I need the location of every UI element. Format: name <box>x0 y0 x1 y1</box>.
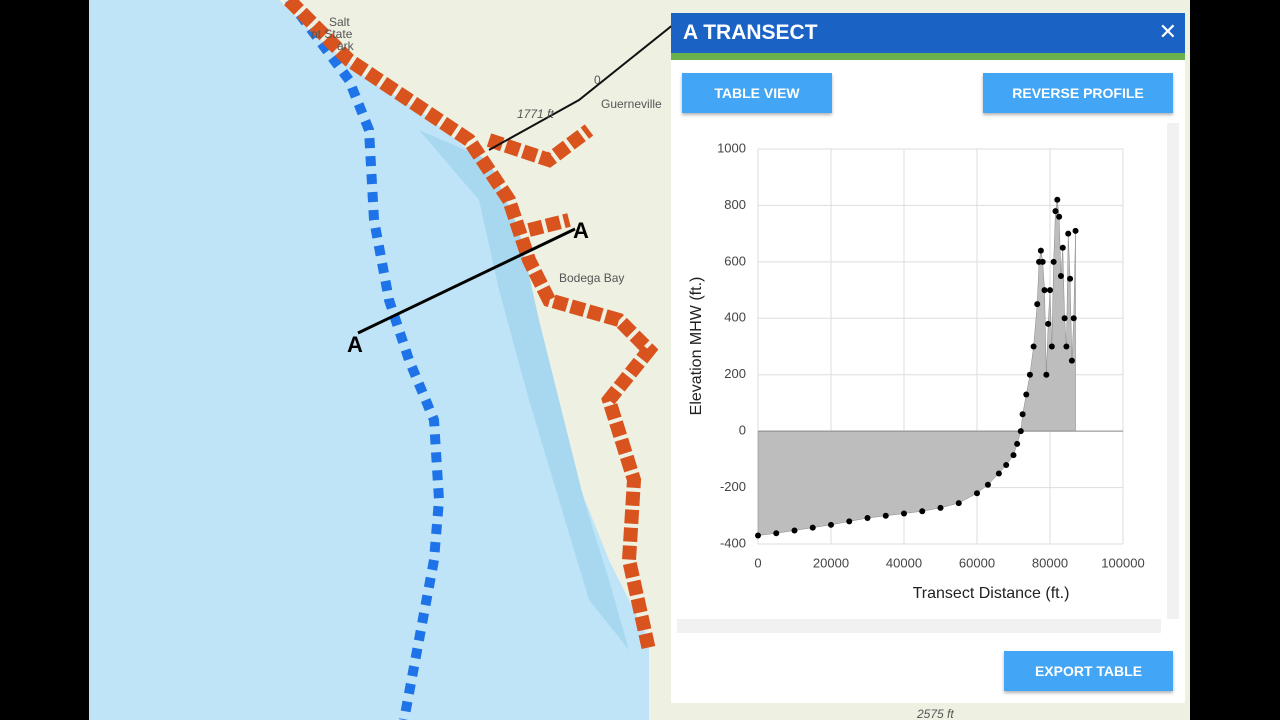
data-point <box>809 524 816 531</box>
data-point <box>1019 411 1026 418</box>
transect-panel: A TRANSECT ✕ TABLE VIEW REVERSE PROFILE … <box>671 13 1185 703</box>
scrollbar[interactable] <box>1167 123 1179 619</box>
close-button[interactable]: ✕ <box>1158 19 1177 44</box>
data-point <box>1059 244 1066 251</box>
reverse-profile-button[interactable]: REVERSE PROFILE <box>983 73 1173 113</box>
map-label: nt State <box>311 27 353 41</box>
data-point <box>1050 258 1057 265</box>
data-point <box>901 510 907 517</box>
data-point <box>1056 213 1063 220</box>
table-view-button[interactable]: TABLE VIEW <box>682 73 832 113</box>
data-point <box>995 470 1002 477</box>
y-tick-label: -400 <box>720 535 746 550</box>
data-point <box>1030 343 1037 350</box>
data-point <box>1026 371 1033 378</box>
map-label: Guerneville <box>601 97 662 111</box>
data-point <box>984 481 991 488</box>
contour-line <box>488 19 680 151</box>
data-point <box>1070 315 1077 322</box>
data-point <box>1003 462 1010 468</box>
data-point <box>1014 440 1021 447</box>
data-point <box>1054 196 1061 203</box>
data-point <box>755 532 761 539</box>
x-tick-label: 0 <box>754 555 761 570</box>
data-point <box>919 508 926 515</box>
data-point <box>791 527 798 534</box>
data-point <box>864 515 871 522</box>
data-point <box>1068 357 1075 364</box>
y-tick-label: 1000 <box>717 140 746 155</box>
data-point <box>937 504 944 511</box>
data-point <box>1045 320 1052 327</box>
data-point <box>1017 428 1024 435</box>
data-point <box>1063 343 1070 350</box>
boundary-line <box>285 0 445 720</box>
y-tick-label: 400 <box>724 310 746 325</box>
data-point <box>1041 287 1048 294</box>
panel-title: A TRANSECT <box>671 13 1185 53</box>
data-point <box>1072 227 1079 234</box>
data-point <box>1052 208 1059 215</box>
data-point <box>1037 247 1044 254</box>
data-point <box>1010 452 1017 459</box>
y-axis-label: Elevation MHW (ft.) <box>688 277 705 416</box>
y-tick-label: 600 <box>724 253 746 268</box>
transect-line <box>357 227 576 335</box>
y-tick-label: 800 <box>724 197 746 212</box>
x-axis-label: Transect Distance (ft.) <box>913 585 1070 602</box>
y-tick-label: -200 <box>720 479 746 494</box>
y-tick-label: 200 <box>724 366 746 381</box>
x-tick-label: 20000 <box>813 555 849 570</box>
hazard-markers <box>284 0 659 652</box>
export-table-button[interactable]: EXPORT TABLE <box>1004 651 1173 691</box>
data-point <box>1061 315 1068 322</box>
data-point <box>773 530 780 537</box>
data-point <box>1034 301 1041 308</box>
data-point <box>1039 258 1046 265</box>
x-tick-label: 60000 <box>959 555 995 570</box>
data-point <box>1023 391 1030 398</box>
x-tick-label: 80000 <box>1032 555 1068 570</box>
data-point <box>1047 287 1053 294</box>
data-point <box>1043 371 1050 378</box>
data-point <box>1067 275 1074 282</box>
data-point <box>955 500 962 507</box>
transect-end-label: A <box>347 332 363 357</box>
data-point <box>1048 343 1055 350</box>
data-point <box>974 490 980 497</box>
profile-area <box>757 199 1076 536</box>
map-label: 1771 ft <box>517 107 554 121</box>
chart: Transect Distance (ft.) Elevation MHW (f… <box>688 140 1144 602</box>
scrollbar[interactable] <box>677 619 1161 633</box>
data-point <box>828 521 834 528</box>
map-label: 0 <box>594 73 601 87</box>
x-tick-label: 100000 <box>1101 555 1144 570</box>
y-tick-label: 0 <box>739 423 746 438</box>
x-tick-label: 40000 <box>886 555 922 570</box>
shallow-water <box>419 130 629 650</box>
map-label: 2575 ft <box>916 707 954 720</box>
map-label: Bodega Bay <box>559 271 624 285</box>
data-point <box>1065 230 1072 237</box>
map-label: Salt <box>329 15 350 29</box>
data-point <box>846 518 853 525</box>
data-point <box>1057 272 1064 279</box>
panel-strip <box>671 53 1185 60</box>
data-point <box>882 512 889 519</box>
transect-end-label: A <box>573 218 589 243</box>
map-label: ark <box>337 39 355 53</box>
